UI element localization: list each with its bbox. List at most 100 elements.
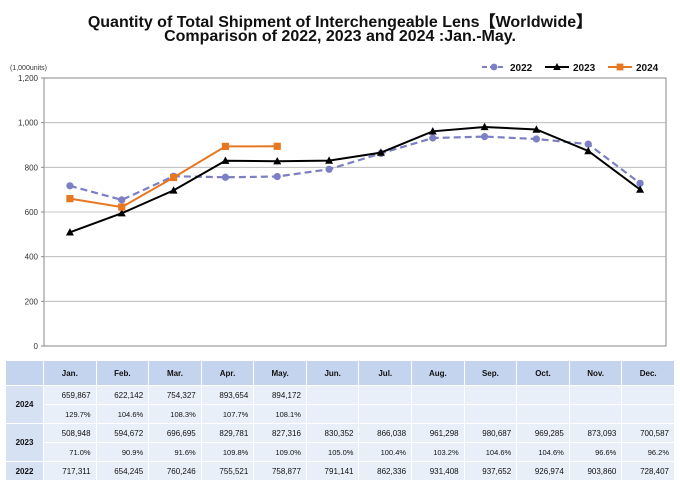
month-header-cell: Mar. — [148, 360, 202, 386]
table-value-cell: 830,352 — [305, 423, 360, 443]
table-value-cell: 755,521 — [200, 461, 255, 481]
data-point-2023 — [636, 185, 645, 193]
table-value-cell — [463, 385, 518, 405]
table-value-cell: 829,781 — [200, 423, 255, 443]
table-corner-cell — [5, 360, 44, 386]
data-point-2022 — [221, 173, 230, 181]
series-line-2022 — [69, 135, 641, 202]
table-row-2024: 2024 659,867 622,142 754,327 893,654 894,172 — [5, 385, 675, 424]
y-unit-label: (1,000units) — [10, 65, 47, 72]
table-pct-cell: 109.0% — [253, 442, 307, 462]
table-pct-cell: 107.7% — [200, 404, 255, 424]
data-point-2022 — [532, 135, 541, 143]
month-header-cell: May. — [253, 360, 307, 386]
data-point-2022 — [273, 172, 281, 181]
data-point-2023 — [325, 156, 334, 164]
table-value-cell: 926,974 — [516, 461, 570, 481]
table-value-cell: 717,311 — [43, 461, 97, 481]
data-point-2022 — [636, 179, 644, 187]
month-header-cell: Apr. — [200, 360, 255, 386]
table-pct-cell: 100.4% — [358, 442, 413, 462]
data-point-2023 — [480, 122, 489, 131]
table-value-cell: 754,327 — [148, 385, 202, 405]
table-value-cell: 827,316 — [253, 423, 307, 443]
table-value-cell — [305, 385, 360, 405]
legend-marker-2022 — [490, 63, 498, 71]
data-point-2023 — [117, 208, 126, 217]
table-value-cell — [621, 385, 675, 405]
data-point-2024 — [273, 142, 281, 150]
y-tick-label: 1,000 — [18, 119, 39, 128]
data-point-2024 — [169, 173, 178, 182]
table-row-pct-2023: 71.0% 90.9% 91.6% 109.8% 109.0% 105.0% 100.4% 1… — [6, 442, 675, 462]
table-pct-cell: 104.6% — [95, 404, 150, 424]
table-value-cell: 654,245 — [95, 461, 150, 481]
table-value-cell: 893,654 — [200, 385, 255, 405]
table-value-cell: 873,093 — [568, 423, 623, 443]
shipment-data-table: Jan. Feb. Mar. Apr. May. Jun. Jul. Aug. Sep. Oct.… — [5, 360, 675, 481]
legend-marker-2023 — [553, 63, 561, 70]
table-value-cell: 937,652 — [463, 461, 518, 481]
year-label-cell: 2022 — [5, 461, 44, 481]
series-line-2023 — [69, 125, 641, 234]
data-point-2024 — [66, 195, 74, 203]
table-pct-cell: 104.6% — [463, 442, 518, 462]
data-point-2024 — [221, 142, 230, 151]
month-header-cell: Nov. — [568, 360, 623, 386]
legend-label-2023: 2023 — [573, 63, 596, 74]
table-row-2022: 2022 717,311 654,245 760,246 755,521 758,877 7… — [5, 461, 675, 481]
data-point-2022 — [584, 140, 592, 148]
month-header-cell: Jul. — [358, 360, 413, 386]
table-pct-cell: 109.8% — [200, 442, 255, 462]
table-value-cell: 758,877 — [253, 461, 307, 481]
year-label-cell: 2023 — [5, 423, 44, 462]
table-value-cell: 728,407 — [621, 461, 675, 481]
table-pct-cell: 108.1% — [253, 404, 307, 424]
table-pct-cell: 90.9% — [95, 442, 150, 462]
table-value-cell: 931,408 — [411, 461, 465, 481]
table-value-cell: 903,860 — [568, 461, 623, 481]
data-point-2022 — [118, 196, 126, 204]
month-header-cell: Jan. — [43, 360, 97, 386]
y-tick-label: 0 — [34, 342, 39, 351]
table-pct-cell — [463, 404, 518, 424]
month-header-cell: Jun. — [305, 360, 360, 386]
table-pct-cell — [516, 404, 570, 424]
table-value-cell — [358, 385, 413, 405]
table-row-pct-2024: 129.7% 104.6% 108.3% 107.7% 108.1% — [6, 404, 675, 424]
table-value-cell: 961,298 — [411, 423, 465, 443]
table-pct-cell — [621, 404, 675, 424]
table-value-cell: 622,142 — [95, 385, 150, 405]
data-point-2024 — [118, 203, 126, 211]
year-label-cell: 2024 — [5, 385, 44, 424]
data-point-2022 — [66, 182, 74, 190]
data-point-2023 — [273, 157, 282, 165]
chart-title-line2: Comparison of 2022, 2023 and 2024 :Jan.-… — [164, 28, 516, 45]
table-pct-cell — [568, 404, 623, 424]
table-pct-cell: 103.2% — [411, 442, 465, 462]
data-point-2022 — [480, 132, 489, 141]
table-pct-cell: 104.6% — [516, 442, 570, 462]
table-value-cell: 862,336 — [358, 461, 413, 481]
table-pct-cell: 105.0% — [305, 442, 360, 462]
table-pct-cell: 91.6% — [148, 442, 202, 462]
table-value-cell: 980,687 — [463, 423, 518, 443]
data-point-2022 — [325, 165, 333, 173]
table-pct-cell: 129.7% — [43, 404, 97, 424]
table-row-2023: 2023 508,948 594,672 696,695 829,781 827,316 8… — [5, 423, 675, 462]
table-pct-cell — [358, 404, 413, 424]
table-pct-cell: 96.6% — [568, 442, 623, 462]
table-value-cell: 866,038 — [358, 423, 413, 443]
y-tick-label: 600 — [25, 208, 39, 217]
table-value-cell: 760,246 — [148, 461, 202, 481]
y-tick-label: 200 — [25, 297, 39, 306]
data-point-2022 — [429, 134, 437, 142]
table-value-cell: 508,948 — [43, 423, 97, 443]
legend-marker-2024 — [616, 63, 624, 71]
y-tick-label: 1,200 — [18, 74, 39, 83]
month-header-cell: Oct. — [516, 360, 570, 386]
table-pct-cell: 96.2% — [621, 442, 675, 462]
month-header-row: Jan. Feb. Mar. Apr. May. Jun. Jul. Aug. Sep. Oct.… — [5, 360, 675, 386]
table-value-cell: 791,141 — [305, 461, 360, 481]
data-point-2023 — [428, 127, 437, 135]
